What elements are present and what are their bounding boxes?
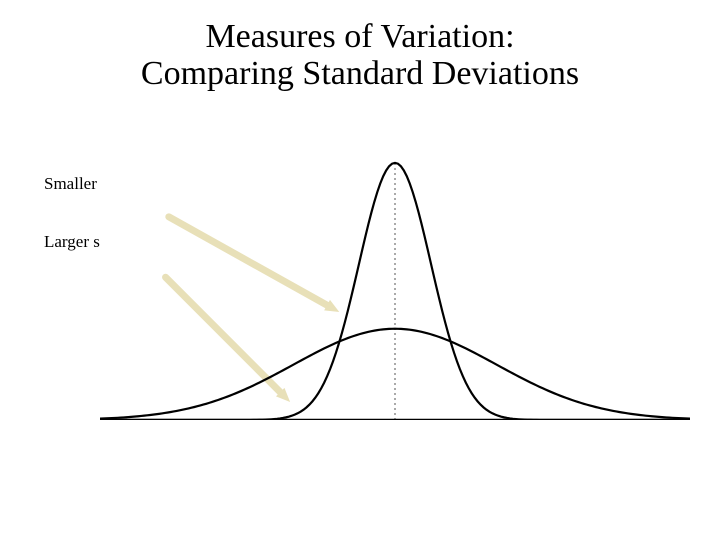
arrow-larger (166, 277, 281, 392)
slide: Measures of Variation: Comparing Standar… (0, 0, 720, 540)
arrow-smaller (169, 217, 327, 305)
title-line-2: Comparing Standard Deviations (0, 55, 720, 92)
curve-smaller-sd (100, 163, 690, 420)
slide-title: Measures of Variation: Comparing Standar… (0, 18, 720, 93)
distribution-chart (100, 150, 690, 420)
title-line-1: Measures of Variation: (0, 18, 720, 55)
